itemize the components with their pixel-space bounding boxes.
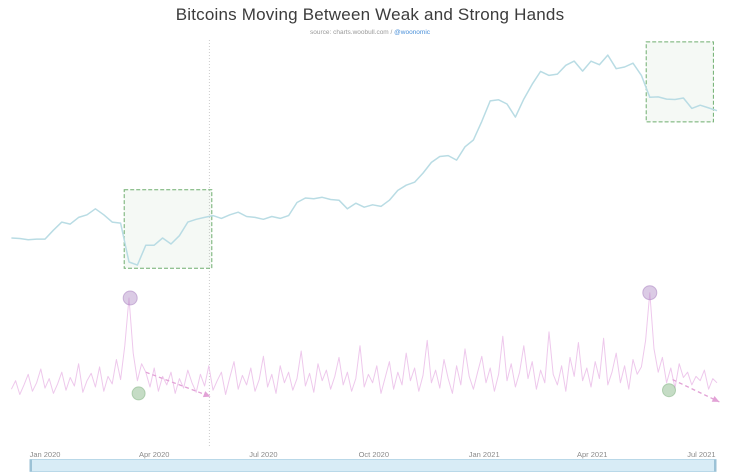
trend-arrow-line bbox=[145, 371, 211, 398]
subtitle-source-link[interactable]: @woonomic bbox=[394, 29, 431, 36]
chart-title: Bitcoins Moving Between Weak and Strong … bbox=[175, 5, 565, 24]
x-axis-tick-label: Oct 2020 bbox=[359, 450, 389, 459]
highlight-box bbox=[645, 41, 714, 123]
navigator-right-handle[interactable] bbox=[714, 459, 717, 472]
chart-subtitle: source: charts.woobull.com / @woonomic bbox=[0, 29, 740, 37]
green-event-marker bbox=[131, 386, 146, 401]
navigator-left-handle[interactable] bbox=[29, 459, 33, 472]
trend-arrow-line bbox=[672, 379, 720, 403]
subtitle-source-text: source: charts.woobull.com / bbox=[309, 29, 395, 36]
price-line bbox=[11, 54, 718, 266]
trend-arrow-head bbox=[711, 396, 720, 402]
range-navigator[interactable] bbox=[29, 459, 717, 472]
x-axis-tick-label: Apr 2021 bbox=[577, 450, 607, 459]
highlight-box bbox=[123, 189, 213, 269]
purple-event-marker bbox=[122, 290, 138, 306]
x-axis-tick-label: Jan 2020 bbox=[30, 450, 61, 459]
x-axis-tick-label: Jul 2021 bbox=[687, 450, 715, 459]
green-event-marker bbox=[662, 383, 676, 398]
x-axis-tick-label: Jul 2020 bbox=[249, 450, 277, 459]
x-axis-tick-label: Apr 2020 bbox=[139, 450, 169, 459]
x-axis-tick-label: Jan 2021 bbox=[469, 450, 500, 459]
purple-event-marker bbox=[642, 285, 658, 301]
trend-arrow-head bbox=[202, 391, 211, 398]
metric-line bbox=[10, 292, 718, 395]
